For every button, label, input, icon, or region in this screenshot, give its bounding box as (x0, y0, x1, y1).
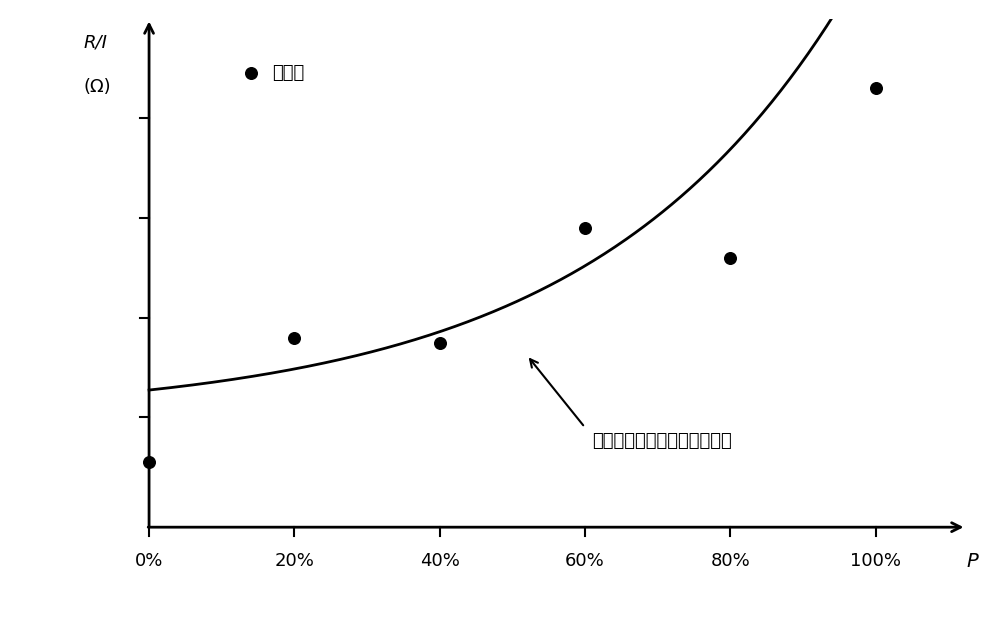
Text: 80%: 80% (710, 552, 750, 570)
Text: 实测値: 实测値 (273, 64, 305, 82)
Text: 60%: 60% (565, 552, 605, 570)
Text: 0%: 0% (135, 552, 163, 570)
Text: P: P (966, 552, 978, 571)
Text: (Ω): (Ω) (84, 79, 111, 97)
Point (243, 69, 259, 79)
Point (868, 84, 884, 93)
Point (432, 338, 448, 348)
Text: 全功率范围谐波特性拟合曲线: 全功率范围谐波特性拟合曲线 (592, 433, 732, 451)
Text: 100%: 100% (850, 552, 901, 570)
Point (577, 223, 593, 233)
Point (722, 253, 738, 263)
Point (141, 457, 157, 467)
Text: 20%: 20% (274, 552, 314, 570)
Text: 40%: 40% (420, 552, 460, 570)
Text: R/I: R/I (84, 33, 108, 51)
Point (286, 333, 302, 343)
